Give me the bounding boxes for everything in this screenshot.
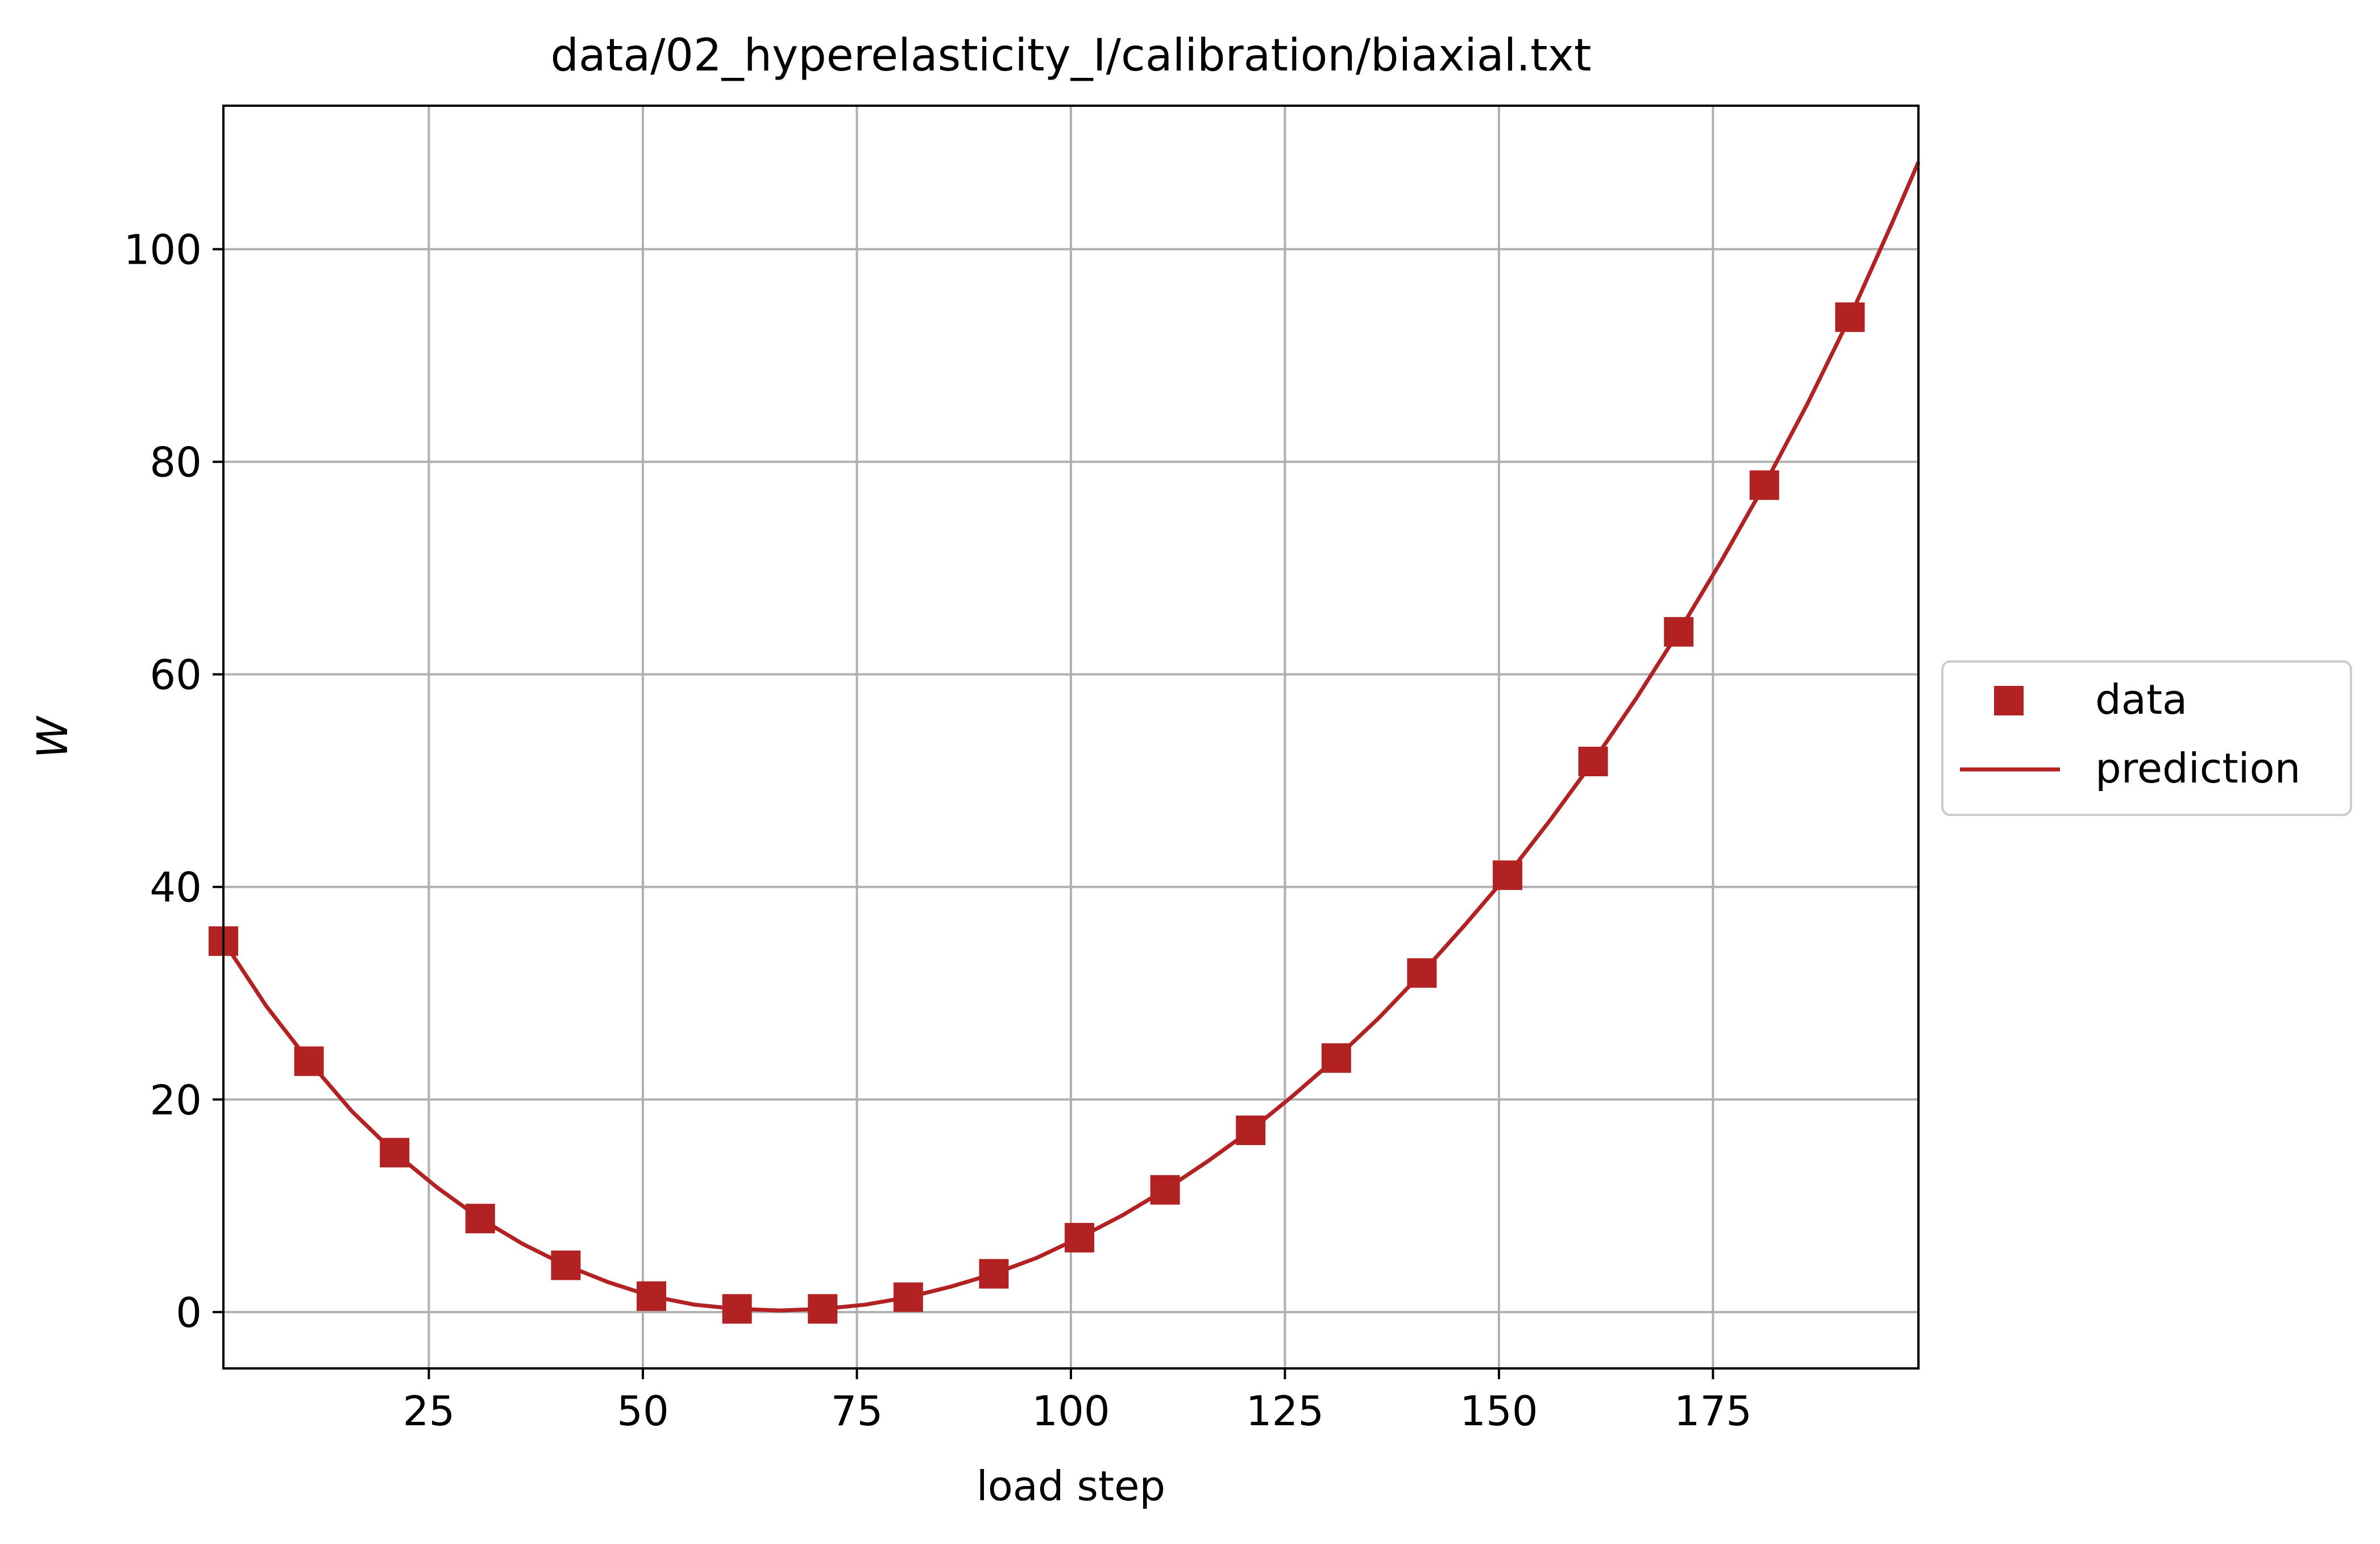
data-point [1407, 958, 1437, 988]
x-axis: 25 50 75 100 125 150 175 [403, 1368, 1752, 1435]
grid [223, 106, 1918, 1368]
y-axis-label: W [28, 715, 77, 759]
data-point [637, 1281, 667, 1311]
data-point [380, 1138, 410, 1168]
legend-box [1941, 660, 2352, 816]
data-point [1749, 470, 1779, 500]
x-tick-label: 100 [1032, 1387, 1110, 1435]
plot-series [209, 161, 1921, 1324]
legend-prediction-label: prediction [2095, 744, 2300, 792]
data-point [1065, 1222, 1095, 1252]
y-tick-label: 40 [149, 864, 202, 912]
y-tick-label: 20 [149, 1076, 202, 1124]
x-tick-label: 50 [617, 1387, 669, 1435]
data-point [1835, 302, 1865, 332]
legend-data-marker [1994, 686, 2024, 715]
legend-data-label: data [2095, 676, 2187, 723]
x-tick-label: 25 [403, 1387, 455, 1435]
data-point [808, 1294, 838, 1324]
data-point [294, 1046, 324, 1076]
legend: data prediction [1941, 660, 2352, 816]
data-point [893, 1282, 923, 1312]
data-point [1578, 747, 1608, 777]
data-point [551, 1250, 581, 1280]
y-tick-label: 100 [124, 226, 202, 274]
data-point [465, 1204, 495, 1234]
x-tick-label: 150 [1460, 1387, 1538, 1435]
data-point [1236, 1116, 1266, 1146]
chart-title: data/02_hyperelasticity_I/calibration/bi… [550, 30, 1591, 81]
x-axis-label: load step [977, 1462, 1166, 1510]
data-point [1150, 1175, 1180, 1205]
y-tick-label: 60 [149, 651, 202, 699]
x-tick-label: 175 [1674, 1387, 1752, 1435]
y-axis: 0 20 40 60 80 100 [124, 226, 223, 1337]
data-point [1664, 617, 1694, 647]
data-point [722, 1294, 752, 1324]
y-tick-label: 0 [176, 1289, 202, 1337]
data-point [979, 1259, 1009, 1289]
x-tick-label: 125 [1246, 1387, 1324, 1435]
y-tick-label: 80 [149, 439, 202, 486]
data-point [1321, 1043, 1351, 1073]
data-point [1493, 860, 1523, 890]
x-tick-label: 75 [831, 1387, 883, 1435]
